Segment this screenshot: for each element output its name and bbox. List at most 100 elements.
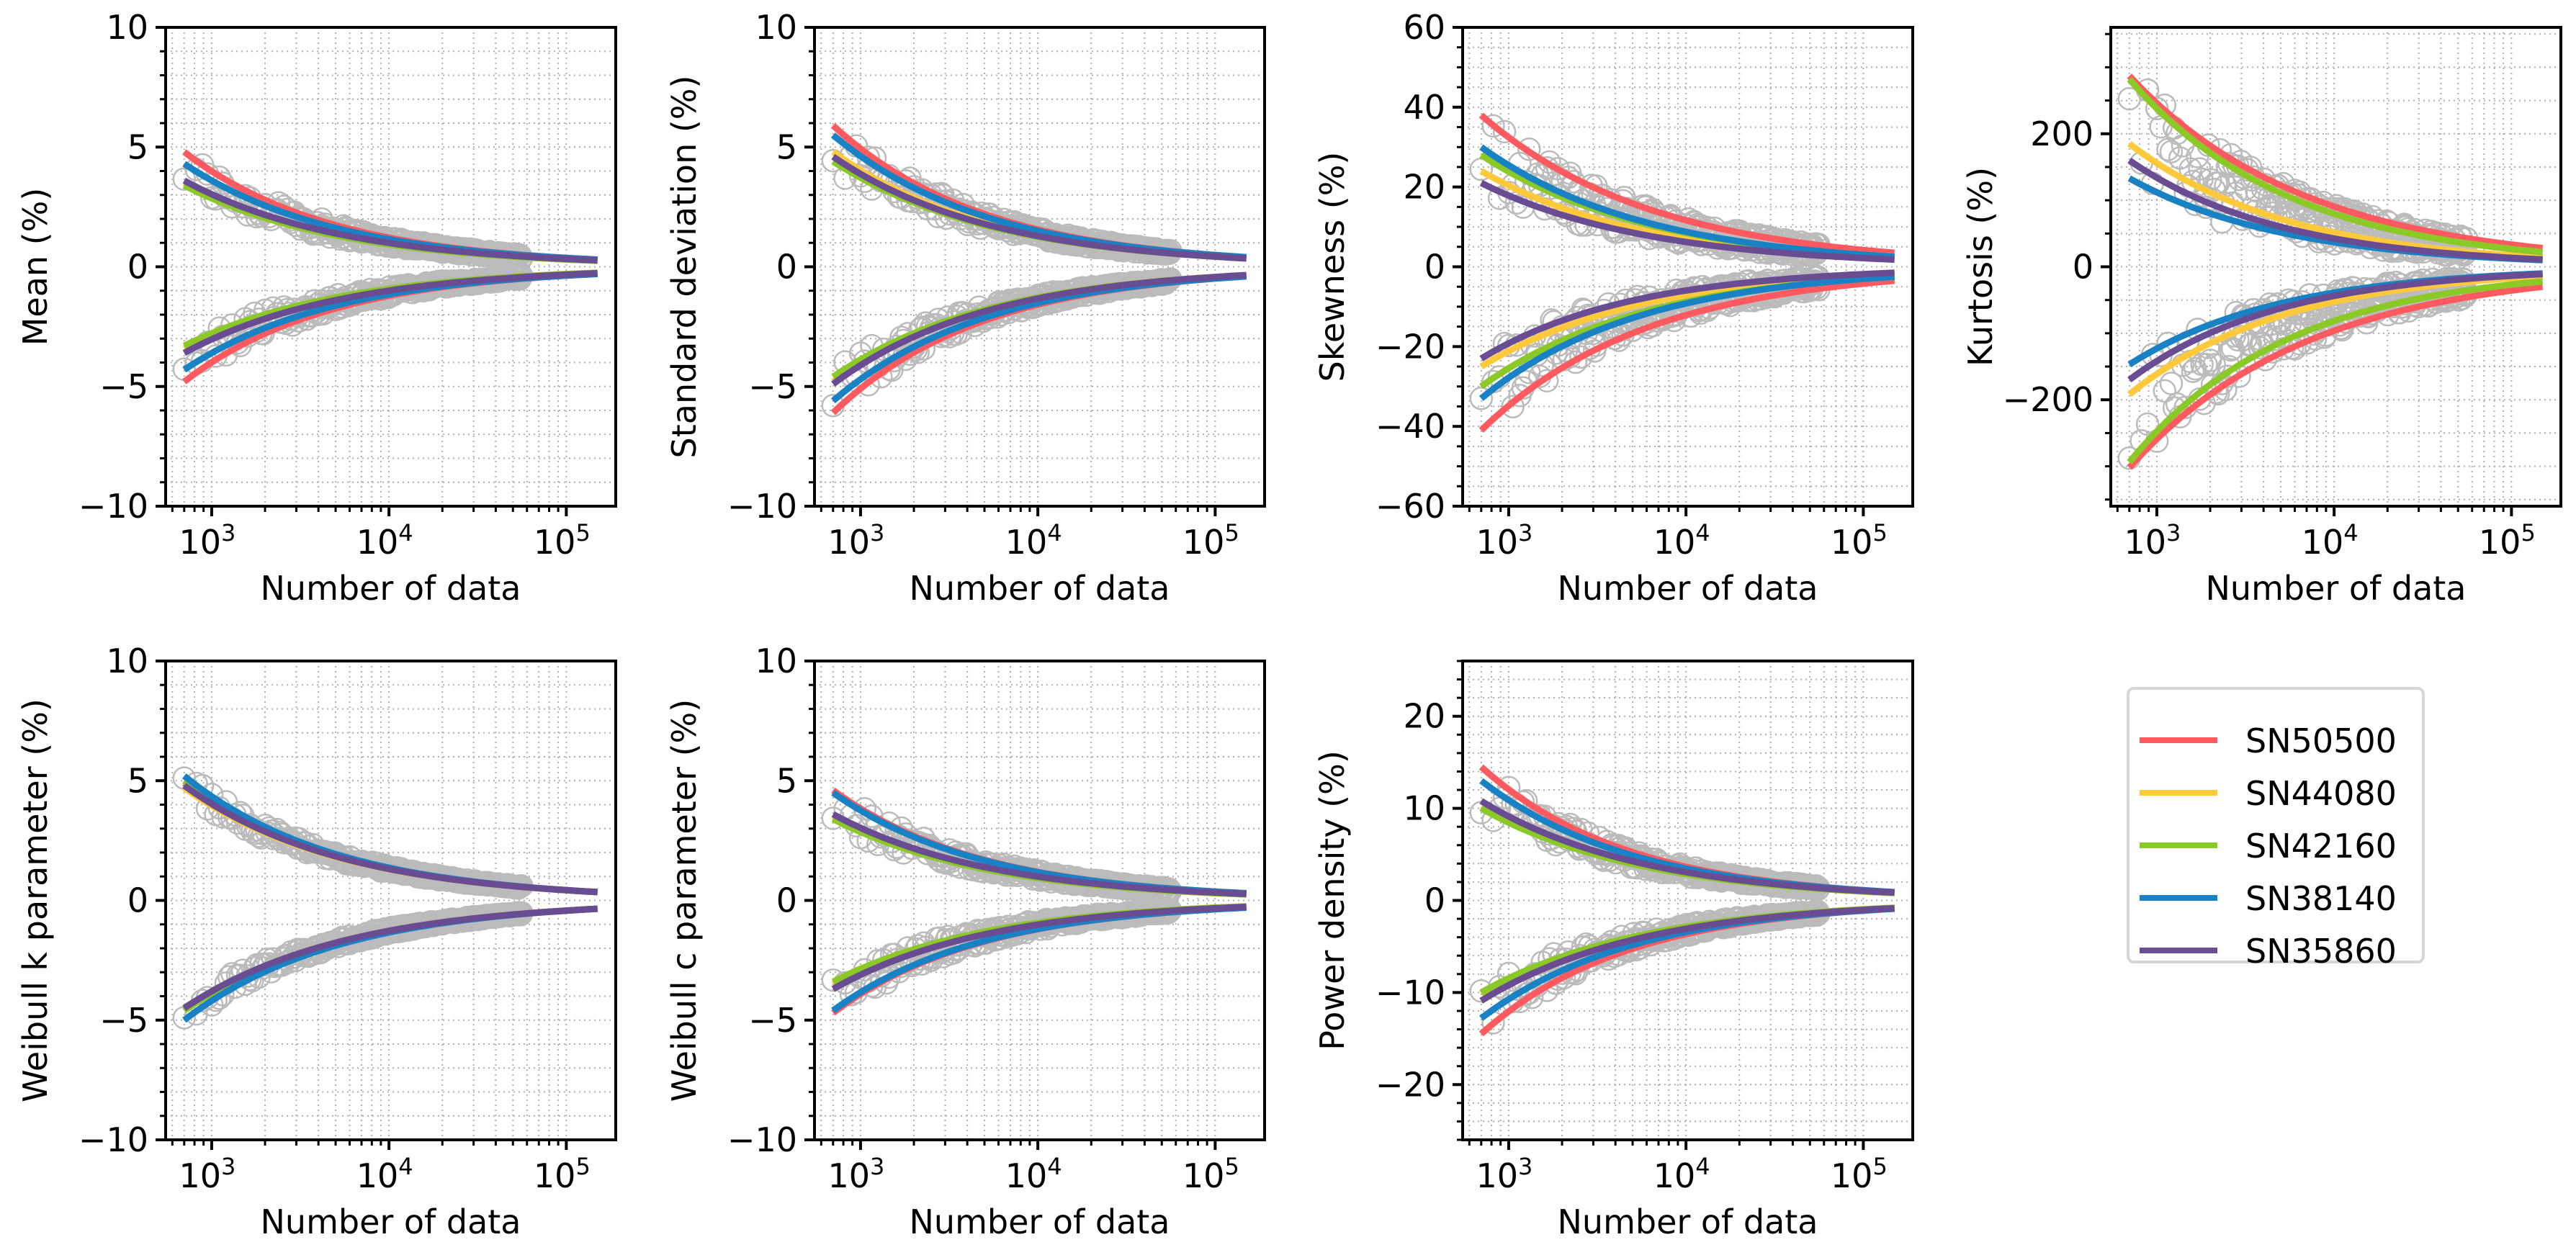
x-tick-base: 10 bbox=[1831, 1156, 1873, 1195]
series-line-lower-sn35860 bbox=[831, 904, 1247, 992]
x-tick-exponent: 4 bbox=[1695, 1153, 1710, 1180]
scatter-point bbox=[1563, 350, 1588, 374]
x-tick-base: 10 bbox=[1005, 1156, 1048, 1195]
series-line-upper-sn35860 bbox=[831, 811, 1247, 897]
x-tick-exponent: 3 bbox=[221, 519, 235, 547]
grid bbox=[2111, 27, 2561, 506]
y-tick-label: −10 bbox=[727, 1120, 797, 1159]
x-axis-label: Number of data bbox=[2206, 569, 2467, 608]
y-axis-label: Standard deviation (%) bbox=[665, 76, 704, 459]
y-tick-label: 10 bbox=[755, 642, 797, 680]
scatter-point bbox=[1517, 137, 1541, 161]
y-tick-label: 10 bbox=[1403, 789, 1445, 828]
fit-lines bbox=[2127, 73, 2544, 470]
scatter-point bbox=[2159, 140, 2184, 163]
x-tick-exponent: 5 bbox=[1872, 519, 1887, 547]
series-line-lower-sn42160 bbox=[2127, 278, 2544, 464]
x-tick-base: 10 bbox=[356, 1156, 399, 1195]
y-tick-label: −10 bbox=[1375, 973, 1445, 1012]
y-tick-label: 10 bbox=[106, 642, 148, 680]
x-tick-base: 10 bbox=[827, 523, 870, 562]
x-tick-label: 104 bbox=[2302, 519, 2359, 562]
x-tick-label: 103 bbox=[1476, 519, 1532, 562]
series-line-upper-sn38140 bbox=[1479, 144, 1895, 261]
y-axis-label: Power density (%) bbox=[1313, 750, 1352, 1051]
scatter-points bbox=[1469, 775, 1831, 1035]
scatter-point bbox=[1492, 120, 1517, 144]
x-tick-exponent: 5 bbox=[1872, 1153, 1887, 1180]
x-tick-exponent: 5 bbox=[575, 519, 590, 547]
y-axis-label: Weibull c parameter (%) bbox=[665, 699, 704, 1102]
x-tick-base: 10 bbox=[2479, 523, 2521, 562]
x-tick-label: 103 bbox=[179, 1153, 235, 1195]
y-axis-label: Mean (%) bbox=[16, 188, 55, 346]
axes-frame bbox=[2109, 26, 2562, 508]
x-tick-base: 10 bbox=[1476, 1156, 1518, 1195]
axes-frame bbox=[164, 660, 617, 1141]
grid bbox=[814, 661, 1265, 1140]
x-tick-exponent: 4 bbox=[398, 1153, 413, 1180]
x-tick-base: 10 bbox=[1653, 1156, 1696, 1195]
x-tick-base: 10 bbox=[1653, 523, 1696, 562]
x-axis-label: Number of data bbox=[261, 1202, 521, 1241]
x-tick-base: 10 bbox=[534, 1156, 576, 1195]
scatter-point bbox=[2181, 359, 2205, 383]
series-line-upper-sn50500 bbox=[1478, 112, 1895, 256]
x-tick-exponent: 4 bbox=[1695, 519, 1710, 547]
x-tick-label: 103 bbox=[827, 1153, 884, 1195]
y-tick-label: −5 bbox=[99, 1001, 148, 1040]
y-tick-label: 60 bbox=[1403, 8, 1445, 47]
y-tick-label: −5 bbox=[748, 1001, 797, 1040]
grid bbox=[166, 661, 616, 1140]
x-tick-exponent: 5 bbox=[2521, 519, 2535, 547]
scatter-point bbox=[2183, 356, 2207, 381]
series-line-upper-sn35860 bbox=[182, 783, 598, 896]
x-tick-label: 104 bbox=[1005, 519, 1062, 562]
axes-frame bbox=[1461, 26, 1914, 508]
x-tick-label: 105 bbox=[1182, 1153, 1239, 1195]
x-tick-label: 104 bbox=[1653, 519, 1710, 562]
x-tick-base: 10 bbox=[2302, 523, 2344, 562]
y-tick-label: −10 bbox=[78, 487, 148, 526]
x-tick-exponent: 4 bbox=[398, 519, 413, 547]
legend-label: SN50500 bbox=[2245, 721, 2397, 760]
x-axis-label: Number of data bbox=[910, 1202, 1170, 1241]
x-tick-exponent: 3 bbox=[870, 519, 884, 547]
y-tick-label: 0 bbox=[776, 881, 797, 920]
y-tick-label: 40 bbox=[1403, 88, 1445, 127]
legend-box bbox=[2127, 687, 2425, 963]
x-tick-label: 105 bbox=[534, 1153, 591, 1195]
x-tick-label: 105 bbox=[1831, 1153, 1888, 1195]
series-line-lower-sn35860 bbox=[1479, 269, 1895, 361]
axes-frame bbox=[1461, 660, 1914, 1141]
x-tick-exponent: 5 bbox=[1224, 1153, 1239, 1180]
series-line-upper-sn35860 bbox=[1479, 798, 1895, 896]
legend-label: SN44080 bbox=[2245, 774, 2397, 813]
series-line-upper-sn35860 bbox=[2127, 157, 2543, 263]
y-tick-label: 10 bbox=[755, 8, 797, 47]
series-line-upper-sn42160 bbox=[2127, 77, 2544, 256]
grid bbox=[1463, 661, 1913, 1140]
x-axis-label: Number of data bbox=[910, 569, 1170, 608]
y-tick-label: 0 bbox=[1424, 881, 1445, 920]
fit-lines bbox=[1478, 112, 1895, 433]
axes-frame bbox=[164, 26, 617, 508]
y-tick-label: −20 bbox=[1375, 327, 1445, 366]
x-tick-exponent: 3 bbox=[1518, 1153, 1532, 1180]
series-line-upper-sn35860 bbox=[182, 177, 598, 264]
series-line-lower-sn35860 bbox=[2127, 271, 2543, 383]
x-axis-label: Number of data bbox=[1558, 1202, 1818, 1241]
grid bbox=[1463, 27, 1913, 506]
axes-frame bbox=[813, 26, 1266, 508]
fit-lines bbox=[182, 773, 598, 1023]
x-tick-base: 10 bbox=[827, 1156, 870, 1195]
scatter-point bbox=[1538, 150, 1561, 174]
x-tick-exponent: 4 bbox=[1047, 519, 1062, 547]
series-line-lower-sn35860 bbox=[182, 905, 598, 1011]
x-tick-base: 10 bbox=[2124, 523, 2166, 562]
legend: SN50500 SN44080 SN42160 SN38140 SN35860 bbox=[2127, 687, 2425, 971]
